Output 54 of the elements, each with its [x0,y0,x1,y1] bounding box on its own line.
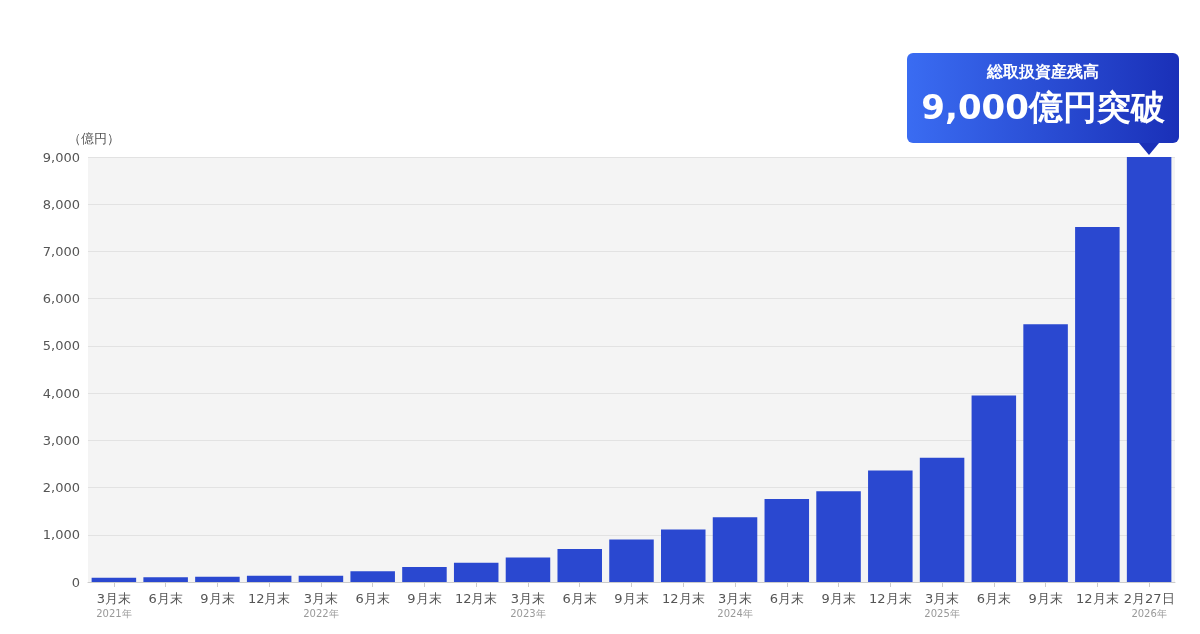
bar [298,575,344,582]
bar [661,529,706,582]
x-tick-label: 3月末 2025年 [924,591,960,619]
x-tick-label: 6月末 [562,591,597,606]
y-tick-label: 9,000 [42,149,80,165]
x-tick-label: 12月末 [869,591,912,606]
x-tick-label: 6月末 [148,591,183,606]
bar [557,548,602,582]
bar [91,577,137,582]
x-tick-label: 3月末 2021年 [96,591,132,619]
bar [143,577,188,582]
x-tick-label: 12月末 [661,591,705,606]
annotation: 総取扱資産残高 9,000億円突破 [920,61,1166,129]
y-tick-label: 6,000 [42,291,80,307]
bar [609,539,654,582]
bar [868,470,913,582]
bar [1075,226,1120,582]
bar [402,566,447,582]
bar [971,395,1017,582]
y-tick-label: 8,000 [42,196,80,212]
y-tick-label: 2,000 [42,480,80,496]
y-axis-title: （億円） [68,131,120,146]
y-tick-label: 3,000 [42,432,80,448]
bar [1023,324,1068,582]
x-tick-label: 6月末 [769,591,804,606]
x-tick-label: 9月末 [200,591,235,606]
x-tick-label: 12月末 [454,591,498,606]
y-tick-label: 0 [71,574,80,590]
x-tick-label: 12月末 [247,591,291,606]
bar [712,517,758,582]
y-tick-label: 4,000 [42,385,80,401]
y-tick-label: 5,000 [42,338,80,354]
x-tick-label: 3月末 2024年 [717,591,753,619]
x-tick-label: 3月末 2023年 [510,591,546,619]
y-tick-label: 7,000 [42,243,80,259]
bar [350,571,395,582]
bar [505,557,551,582]
y-tick-label: 1,000 [42,527,80,543]
bar [195,576,240,582]
x-tick-label: 6月末 [976,591,1011,606]
bar [816,491,861,582]
x-tick-label: 9月末 [614,591,649,606]
bar [919,457,965,582]
x-tick-label: 12月末 [1076,591,1119,606]
bar [1126,157,1172,582]
x-tick-label: 3月末 2022年 [303,591,339,619]
bar [246,575,292,582]
x-tick-label: 2月27日 2026年 [1123,591,1175,619]
x-tick-label: 9月末 [407,591,442,606]
x-tick-label: 6月末 [355,591,390,606]
x-tick-label: 9月末 [821,591,856,606]
bar [764,498,810,582]
bar [453,562,499,582]
x-tick-label: 9月末 [1028,591,1063,606]
